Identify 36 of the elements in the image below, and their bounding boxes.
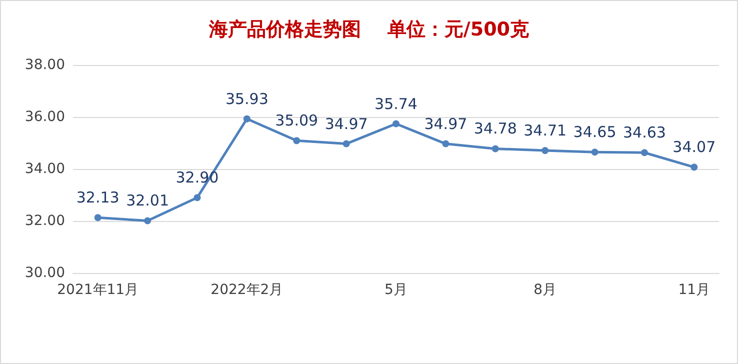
point [144, 217, 152, 224]
y-tick-label: 36.00 [24, 109, 65, 125]
point [392, 120, 400, 128]
y-tick-label: 30.00 [24, 265, 65, 281]
point [243, 115, 250, 122]
y-tick-label: 34.00 [24, 161, 65, 177]
data-label: 34.07 [672, 138, 716, 156]
point [94, 214, 102, 222]
x-tick-label: 2021年11月 [57, 282, 139, 298]
point [542, 147, 549, 154]
data-label: 34.63 [622, 124, 666, 142]
data-label: 35.09 [275, 112, 318, 130]
point [591, 148, 598, 156]
data-label: 35.74 [374, 94, 418, 113]
chart-title: 海产品价格走势图 单位：元/500克 [208, 18, 530, 40]
data-label: 32.01 [126, 192, 170, 210]
x-tick-label: 2022年2月 [210, 282, 284, 298]
point [342, 140, 350, 148]
data-label: 34.97 [324, 114, 368, 133]
data-label: 34.97 [424, 114, 468, 133]
x-tick-label: 5月 [384, 282, 408, 298]
data-label: 32.13 [76, 188, 120, 207]
data-label: 34.78 [474, 120, 517, 138]
x-tick-label: 8月 [534, 282, 557, 298]
data-label: 35.93 [225, 90, 268, 108]
point [293, 137, 300, 144]
point [492, 145, 499, 152]
data-label: 34.65 [573, 123, 616, 142]
point [690, 164, 698, 171]
x-tick-label: 11月 [678, 282, 710, 298]
data-label: 34.71 [524, 122, 567, 140]
point [442, 140, 450, 148]
point [194, 194, 201, 202]
point [640, 149, 648, 156]
y-tick-label: 38.00 [24, 57, 65, 73]
y-tick-label: 32.00 [24, 213, 65, 229]
